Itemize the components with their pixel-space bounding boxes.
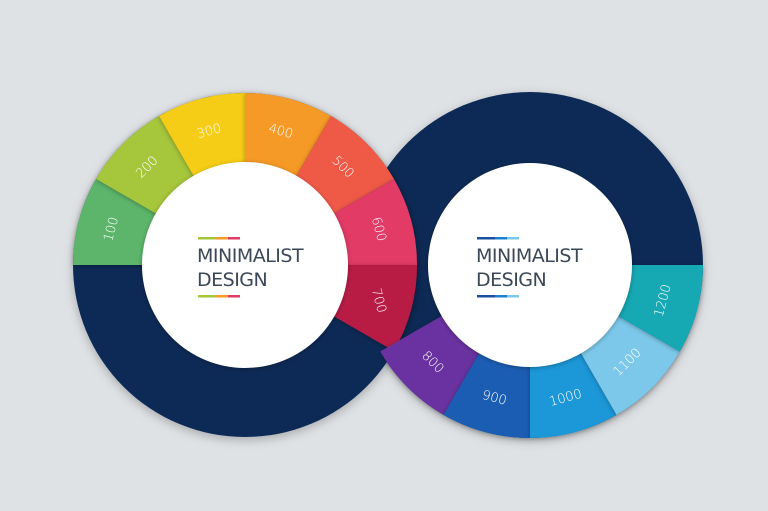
segment-label-600: 600 [368,215,389,243]
right-title: MINIMALIST DESIGN [476,237,583,298]
left-title-line1: MINIMALIST [197,245,304,267]
left-accent-bar-bottom [198,295,240,298]
accent-bar-piece [198,295,216,298]
accent-bar-piece [495,237,507,240]
right-accent-bar-top [477,237,519,240]
left-center-disc [142,162,348,368]
right-title-line1: MINIMALIST [476,245,583,267]
segment-label-400: 400 [267,121,295,142]
accent-bar-piece [477,295,495,298]
left-title-line2: DESIGN [197,269,267,291]
segment-1200 [614,265,703,352]
segment-800 [380,314,481,415]
accent-bar-piece [507,295,519,298]
left-title: MINIMALIST DESIGN [197,237,304,298]
accent-bar-piece [477,237,495,240]
segment-600 [330,179,417,265]
segment-100 [73,179,160,265]
right-title-line2: DESIGN [476,269,546,291]
segment-700 [330,265,417,351]
accent-bar-piece [228,295,240,298]
segment-label-900: 900 [480,388,508,409]
segment-300 [159,93,245,180]
accent-bar-piece [216,295,228,298]
segment-200 [96,116,196,216]
accent-bar-piece [216,237,228,240]
segment-400 [245,93,331,180]
segment-label-700: 700 [368,287,389,315]
segment-label-300: 300 [195,121,223,142]
segment-1100 [579,314,680,415]
left-accent-bar-top [198,237,240,240]
accent-bar-piece [228,237,240,240]
right-accent-bar-bottom [477,295,519,298]
accent-bar-piece [495,295,507,298]
segment-label-100: 100 [101,215,122,243]
accent-bar-piece [507,237,519,240]
accent-bar-piece [198,237,216,240]
segment-900 [443,349,530,438]
segment-500 [294,116,394,216]
right-center-disc [428,163,632,367]
segment-1000 [530,349,617,438]
